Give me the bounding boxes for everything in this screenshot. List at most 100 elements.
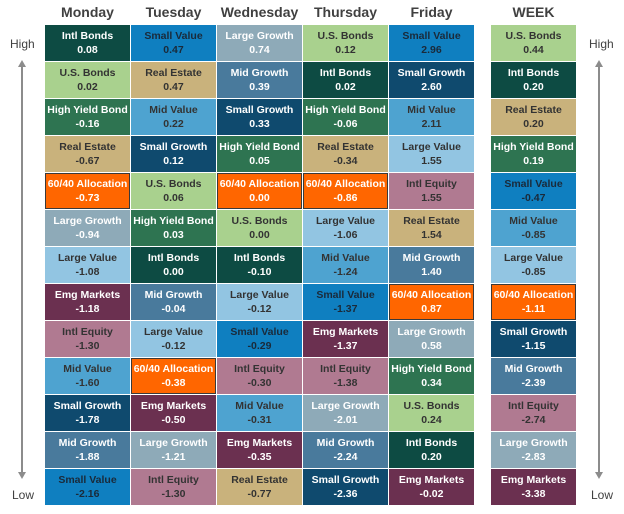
asset-cell: Mid Value 0.22: [131, 99, 216, 135]
asset-name: Intl Bonds: [147, 252, 200, 264]
asset-cell: Intl Bonds -0.10: [217, 247, 302, 283]
asset-cell: Intl Equity -0.30: [217, 358, 302, 394]
asset-name: Mid Growth: [316, 437, 375, 449]
asset-return: -0.73: [75, 192, 100, 204]
asset-name: Mid Value: [235, 400, 284, 412]
asset-cell: Intl Equity -1.30: [131, 469, 216, 505]
asset-name: Mid Value: [509, 215, 558, 227]
asset-name: Intl Equity: [234, 363, 285, 375]
asset-name: High Yield Bond: [133, 215, 214, 227]
asset-return: -0.06: [333, 118, 358, 130]
asset-cell: Mid Growth -2.24: [303, 432, 388, 468]
asset-return: -1.08: [75, 266, 100, 278]
asset-cell: Large Growth -2.83: [491, 432, 576, 468]
column-tuesday: Small Value 0.47 Real Estate 0.47 Mid Value 0…: [131, 25, 216, 506]
column-header-monday: Monday: [61, 4, 114, 20]
asset-name: Emg Markets: [140, 400, 207, 412]
asset-name: 60/40 Allocation: [305, 178, 386, 190]
asset-name: Real Estate: [317, 141, 374, 153]
asset-return: -0.10: [247, 266, 272, 278]
asset-return: 1.40: [421, 266, 442, 278]
asset-name: Large Growth: [499, 437, 568, 449]
asset-return: -0.12: [247, 303, 272, 315]
asset-name: Mid Value: [63, 363, 112, 375]
asset-cell: Small Growth -1.78: [45, 395, 130, 431]
asset-name: High Yield Bond: [493, 141, 574, 153]
asset-name: Intl Bonds: [405, 437, 458, 449]
asset-name: Small Growth: [139, 141, 208, 153]
asset-name: U.S. Bonds: [505, 30, 562, 42]
asset-name: Small Growth: [225, 104, 294, 116]
asset-name: Emg Markets: [54, 289, 121, 301]
asset-return: -1.11: [521, 303, 546, 315]
column-wednesday: Large Growth 0.74 Mid Growth 0.39 Small Grow…: [217, 25, 302, 506]
asset-return: -2.36: [333, 488, 358, 500]
asset-cell: U.S. Bonds 0.06: [131, 173, 216, 209]
asset-name: High Yield Bond: [305, 104, 386, 116]
asset-cell: Small Value 0.47: [131, 25, 216, 61]
asset-name: U.S. Bonds: [403, 400, 460, 412]
asset-return: 0.05: [249, 155, 270, 167]
asset-name: High Yield Bond: [391, 363, 472, 375]
asset-name: High Yield Bond: [219, 141, 300, 153]
asset-cell: High Yield Bond -0.16: [45, 99, 130, 135]
asset-return: -1.88: [75, 451, 100, 463]
asset-cell: Large Value -0.12: [217, 284, 302, 320]
asset-name: Mid Value: [149, 104, 198, 116]
asset-return: -0.35: [247, 451, 272, 463]
asset-cell: Large Growth -2.01: [303, 395, 388, 431]
asset-return: -0.94: [75, 229, 100, 241]
asset-cell: 60/40 Allocation -1.11: [491, 284, 576, 320]
asset-return: 1.55: [421, 192, 442, 204]
asset-cell: Mid Growth -0.04: [131, 284, 216, 320]
asset-name: 60/40 Allocation: [493, 289, 574, 301]
asset-cell: Mid Growth -1.88: [45, 432, 130, 468]
asset-return: 2.11: [421, 118, 442, 130]
asset-name: Real Estate: [403, 215, 460, 227]
asset-return: -2.39: [521, 377, 546, 389]
asset-return: -0.47: [521, 192, 546, 204]
column-header-wednesday: Wednesday: [220, 4, 299, 20]
asset-name: Intl Equity: [62, 326, 113, 338]
asset-name: U.S. Bonds: [145, 178, 202, 190]
asset-cell: Small Value -0.47: [491, 173, 576, 209]
asset-name: U.S. Bonds: [231, 215, 288, 227]
asset-return: 0.19: [523, 155, 544, 167]
asset-return: 0.12: [163, 155, 184, 167]
asset-cell: Large Growth 0.74: [217, 25, 302, 61]
asset-cell: Large Value -1.08: [45, 247, 130, 283]
asset-return: 0.24: [421, 414, 442, 426]
asset-name: Large Value: [316, 215, 375, 227]
asset-return: 0.39: [249, 81, 270, 93]
asset-cell: Mid Value -1.24: [303, 247, 388, 283]
asset-cell: Intl Bonds 0.20: [491, 62, 576, 98]
asset-return: 0.33: [249, 118, 270, 130]
asset-cell: Mid Growth 0.39: [217, 62, 302, 98]
asset-return: 0.08: [77, 44, 98, 56]
asset-cell: Real Estate 0.20: [491, 99, 576, 135]
asset-name: Large Growth: [53, 215, 122, 227]
asset-cell: Large Value -0.12: [131, 321, 216, 357]
asset-cell: Intl Bonds 0.02: [303, 62, 388, 98]
asset-cell: High Yield Bond 0.03: [131, 210, 216, 246]
asset-name: Large Growth: [139, 437, 208, 449]
asset-return: -0.29: [247, 340, 272, 352]
asset-cell: Small Value -2.16: [45, 469, 130, 505]
asset-cell: U.S. Bonds 0.02: [45, 62, 130, 98]
asset-cell: Large Value -0.85: [491, 247, 576, 283]
column-header-week: WEEK: [512, 4, 555, 20]
asset-return: -1.15: [521, 340, 546, 352]
asset-return: -2.16: [75, 488, 100, 500]
asset-return: 0.20: [421, 451, 442, 463]
asset-return: 0.87: [421, 303, 442, 315]
asset-return: 1.54: [421, 229, 442, 241]
asset-name: Small Value: [316, 289, 375, 301]
asset-name: Large Value: [402, 141, 461, 153]
asset-cell: Real Estate 1.54: [389, 210, 474, 246]
asset-cell: Mid Value -0.85: [491, 210, 576, 246]
asset-return: 1.55: [421, 155, 442, 167]
asset-cell: U.S. Bonds 0.24: [389, 395, 474, 431]
asset-name: 60/40 Allocation: [133, 363, 214, 375]
asset-name: Intl Bonds: [507, 67, 560, 79]
asset-name: Intl Equity: [320, 363, 371, 375]
